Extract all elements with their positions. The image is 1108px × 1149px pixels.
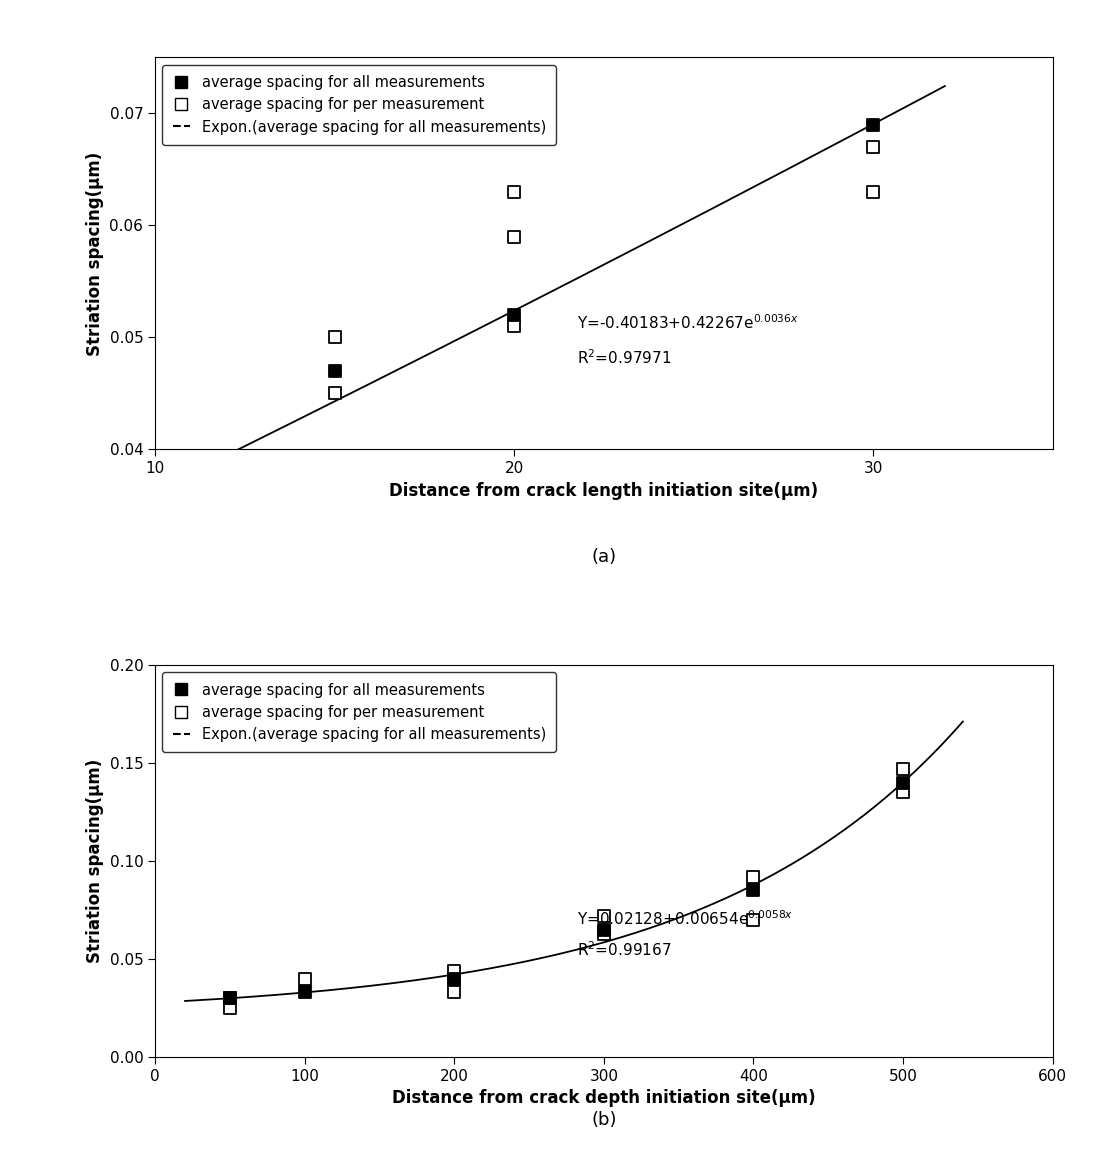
Point [894, 773, 912, 792]
Y-axis label: Striation spacing(μm): Striation spacing(μm) [86, 759, 104, 963]
Point [445, 984, 463, 1002]
X-axis label: Distance from crack depth initiation site(μm): Distance from crack depth initiation sit… [392, 1089, 815, 1108]
Point [505, 183, 523, 201]
Point [864, 183, 882, 201]
Point [296, 970, 314, 988]
Point [296, 984, 314, 1002]
Legend: average spacing for all measurements, average spacing for per measurement, Expon: average spacing for all measurements, av… [163, 64, 556, 145]
Point [595, 925, 613, 943]
Text: R$^2$=0.99167: R$^2$=0.99167 [577, 940, 671, 959]
Text: R$^2$=0.97971: R$^2$=0.97971 [577, 348, 671, 368]
Point [864, 138, 882, 156]
Text: Y=0.02128+0.00654e$^{0.0058x}$: Y=0.02128+0.00654e$^{0.0058x}$ [577, 909, 793, 927]
Legend: average spacing for all measurements, average spacing for per measurement, Expon: average spacing for all measurements, av… [163, 672, 556, 753]
Text: (b): (b) [591, 1111, 617, 1129]
Point [326, 362, 343, 380]
Point [894, 784, 912, 802]
Point [745, 911, 762, 930]
Point [745, 867, 762, 886]
Y-axis label: Striation spacing(μm): Striation spacing(μm) [86, 152, 104, 355]
Point [326, 329, 343, 347]
Point [595, 920, 613, 939]
Text: (a): (a) [592, 548, 616, 566]
Point [222, 998, 239, 1017]
Point [445, 970, 463, 988]
Point [505, 228, 523, 246]
Point [445, 970, 463, 988]
Point [505, 317, 523, 336]
Point [595, 907, 613, 925]
Point [326, 384, 343, 402]
Point [505, 306, 523, 324]
Point [222, 989, 239, 1008]
Point [222, 989, 239, 1008]
Point [445, 962, 463, 980]
X-axis label: Distance from crack length initiation site(μm): Distance from crack length initiation si… [389, 481, 819, 500]
Point [745, 881, 762, 900]
Point [864, 115, 882, 133]
Text: Y=-0.40183+0.42267e$^{0.0036x}$: Y=-0.40183+0.42267e$^{0.0036x}$ [577, 314, 799, 332]
Point [894, 759, 912, 778]
